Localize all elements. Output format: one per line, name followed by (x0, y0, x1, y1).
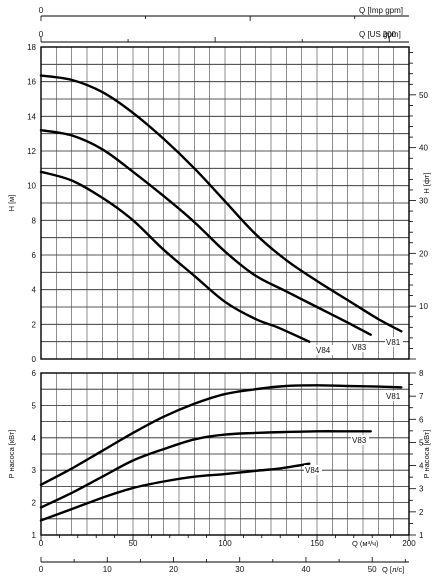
ls-tick-label: 30 (235, 565, 244, 574)
head-ft-tick-label: 30 (419, 197, 428, 206)
power-curve-v81 (39, 384, 403, 486)
power-right-tick-label: 1 (419, 531, 424, 540)
head-m-tick-label: 6 (32, 251, 37, 260)
head-label-v83: V83 (352, 343, 367, 352)
power-kw-tick-label: 5 (32, 401, 37, 410)
head-m-tick-label: 18 (27, 43, 36, 52)
head-ft-tick-label: 50 (419, 91, 428, 100)
head-label-v84: V84 (316, 346, 331, 355)
head-m-tick-label: 16 (27, 78, 36, 87)
power-label-v81: V81 (386, 392, 401, 401)
head-m-tick-label: 0 (32, 355, 37, 364)
power-kw-tick-label: 2 (32, 499, 37, 508)
head-label-bg-v83 (351, 342, 369, 352)
m3h-tick-label: 150 (310, 539, 324, 548)
head-curve-v83 (39, 129, 372, 336)
power-label-bg-v81 (385, 391, 403, 401)
head-ft-tick-label: 10 (419, 302, 428, 311)
head-label-v81: V81 (386, 338, 401, 347)
head-plot-frame (40, 46, 410, 360)
power-left-axis-label: P насоса [кВт] (7, 430, 16, 479)
ls-tick-label: 10 (103, 565, 112, 574)
power-right-tick-label: 6 (419, 415, 424, 424)
ls-tick-label: 20 (169, 565, 178, 574)
power-kw-tick-label: 6 (32, 369, 37, 378)
power-label-bg-v84 (304, 465, 322, 475)
head-curve-v84 (39, 170, 311, 343)
head-label-bg-v81 (385, 337, 403, 347)
m3h-tick-label: 0 (39, 539, 44, 548)
head-m-tick-label: 14 (27, 112, 36, 121)
imp-gpm-tick-label: 0 (39, 6, 44, 15)
head-m-tick-label: 8 (32, 216, 37, 225)
us-gpm-tick-label: 200 (383, 30, 397, 39)
ls-tick-label: 0 (39, 565, 44, 574)
head-ft-tick-label: 20 (419, 249, 428, 258)
power-right-tick-label: 7 (419, 392, 424, 401)
us-gpm-tick-label: 0 (39, 30, 44, 39)
series-layer (39, 74, 403, 522)
head-m-tick-label: 10 (27, 182, 36, 191)
head-ft-tick-label: 40 (419, 144, 428, 153)
head-m-tick-label: 2 (32, 320, 37, 329)
power-right-tick-label: 5 (419, 438, 424, 447)
head-m-tick-label: 12 (27, 147, 36, 156)
power-kw-tick-label: 4 (32, 434, 37, 443)
power-right-tick-label: 2 (419, 508, 424, 517)
power-label-v84: V84 (305, 466, 320, 475)
ls-tick-label: 50 (368, 565, 377, 574)
power-kw-tick-label: 1 (32, 531, 37, 540)
power-kw-tick-label: 3 (32, 466, 37, 475)
labels-layer: 0200400600Q [Imp gpm]0200400600Q [US gpm… (7, 6, 431, 574)
power-label-bg-v83 (351, 435, 369, 445)
power-curve-v84 (39, 462, 311, 522)
imp-gpm-axis-label: Q [Imp gpm] (359, 6, 403, 15)
power-label-v83: V83 (352, 436, 367, 445)
power-right-tick-label: 3 (419, 485, 424, 494)
head-ft-axis-label: H [фт] (422, 172, 431, 193)
power-right-axis-label: P насоса [кВт] (422, 430, 431, 479)
power-right-tick-label: 8 (419, 369, 424, 378)
power-right-tick-label: 4 (419, 462, 424, 471)
m3h-tick-label: 100 (218, 539, 232, 548)
axes-layer (40, 15, 416, 563)
head-label-bg-v84 (315, 345, 333, 355)
head-curve-v81 (39, 74, 403, 333)
head-m-tick-label: 4 (32, 286, 37, 295)
ls-tick-label: 40 (302, 565, 311, 574)
ls-axis-label: Q [л/с] (382, 565, 404, 574)
m3h-tick-label: 50 (129, 539, 138, 548)
us-gpm-axis-label: Q [US gpm] (359, 30, 401, 39)
power-curve-v83 (39, 430, 372, 509)
m3h-axis-label: Q (м³/ч) (352, 539, 379, 548)
head-m-axis-label: H [м] (7, 195, 16, 212)
grid-layer (40, 46, 410, 536)
m3h-tick-label: 200 (402, 539, 416, 548)
